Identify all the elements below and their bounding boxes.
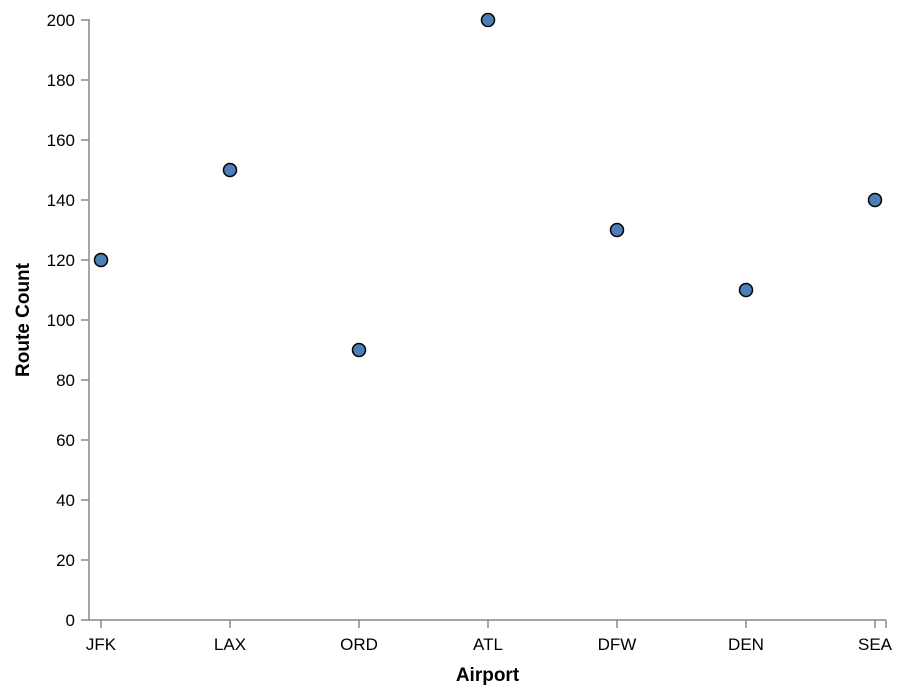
x-axis: JFK LAX ORD ATL DFW DEN SEA [86, 619, 893, 654]
data-point-atl[interactable] [480, 12, 496, 28]
data-point-dfw[interactable] [609, 222, 625, 238]
x-tick-label: JFK [86, 635, 117, 654]
data-point-sea[interactable] [867, 192, 883, 208]
x-tick-label: DEN [728, 635, 764, 654]
x-tick-label: LAX [214, 635, 246, 654]
y-axis-title: Route Count [13, 262, 34, 377]
y-tick-label: 120 [47, 251, 75, 270]
y-axis: 0 20 40 60 80 100 120 140 160 180 200 [47, 11, 90, 630]
y-tick-label: 60 [56, 431, 75, 450]
data-point-ord[interactable] [351, 342, 367, 358]
y-tick-label: 160 [47, 131, 75, 150]
data-point-den[interactable] [738, 282, 754, 298]
data-points [93, 12, 883, 358]
y-tick-label: 180 [47, 71, 75, 90]
data-point-jfk[interactable] [93, 252, 109, 268]
x-tick-label: ATL [473, 635, 503, 654]
y-tick-label: 200 [47, 11, 75, 30]
y-tick-label: 140 [47, 191, 75, 210]
y-tick-label: 100 [47, 311, 75, 330]
y-tick-label: 20 [56, 551, 75, 570]
y-tick-label: 80 [56, 371, 75, 390]
x-tick-label: SEA [858, 635, 893, 654]
y-tick-label: 40 [56, 491, 75, 510]
y-tick-label: 0 [66, 611, 75, 630]
x-tick-label: DFW [598, 635, 637, 654]
x-tick-label: ORD [340, 635, 378, 654]
x-axis-title: Airport [456, 665, 520, 686]
data-point-lax[interactable] [222, 162, 238, 178]
